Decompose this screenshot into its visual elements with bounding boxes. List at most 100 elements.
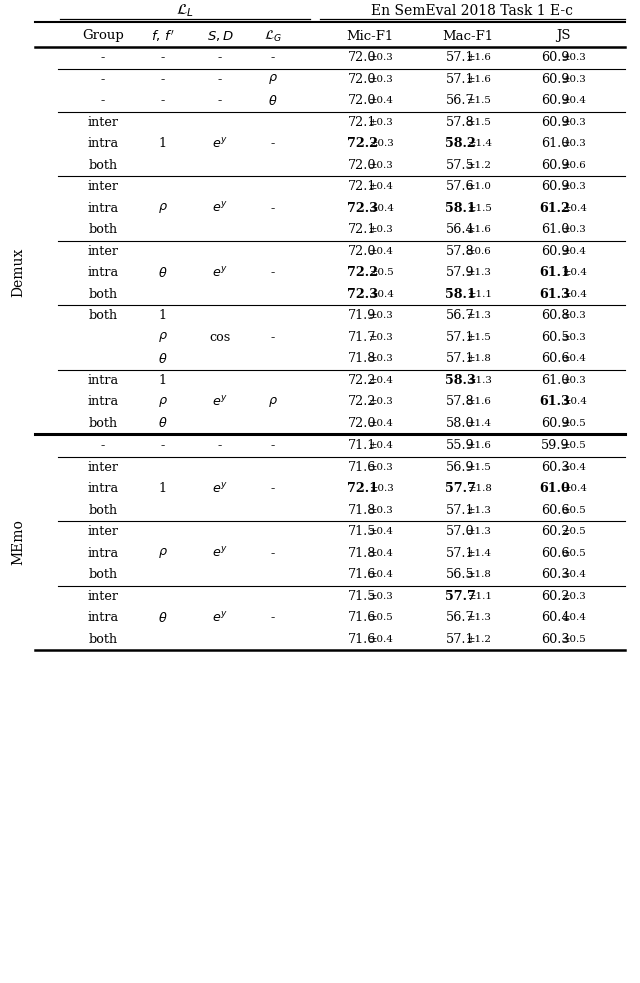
Text: ±1.3: ±1.3 [467,527,492,537]
Text: ±0.5: ±0.5 [562,505,586,515]
Text: ±0.3: ±0.3 [562,118,586,127]
Text: $\theta$: $\theta$ [158,416,168,431]
Text: ±0.4: ±0.4 [369,527,394,537]
Text: intra: intra [88,138,118,150]
Text: 71.6: 71.6 [348,461,376,474]
Text: En SemEval 2018 Task 1 E-c: En SemEval 2018 Task 1 E-c [371,4,573,18]
Text: ±1.6: ±1.6 [467,441,492,450]
Text: ±1.8: ±1.8 [468,485,492,493]
Text: 56.9: 56.9 [445,461,474,474]
Text: both: both [88,158,118,172]
Text: 57.1: 57.1 [445,330,474,344]
Text: intra: intra [88,483,118,495]
Text: -: - [218,51,222,64]
Text: $\theta$: $\theta$ [158,610,168,625]
Text: inter: inter [88,245,118,258]
Text: $e^y$: $e^y$ [212,547,228,560]
Text: 57.0: 57.0 [445,525,474,539]
Text: $\rho$: $\rho$ [158,547,168,560]
Text: inter: inter [88,116,118,129]
Text: 60.3: 60.3 [541,633,569,646]
Text: 58.0: 58.0 [445,417,474,430]
Text: 58.2: 58.2 [445,138,476,150]
Text: -: - [161,73,165,86]
Text: 57.8: 57.8 [445,116,474,129]
Text: Mac-F1: Mac-F1 [442,29,493,42]
Text: 71.8: 71.8 [348,547,376,559]
Text: 60.8: 60.8 [541,310,569,322]
Text: -: - [218,73,222,86]
Text: intra: intra [88,395,118,408]
Text: 60.6: 60.6 [541,547,569,559]
Text: 71.7: 71.7 [348,330,376,344]
Text: intra: intra [88,611,118,624]
Text: -: - [271,202,275,214]
Text: Demux: Demux [11,248,25,298]
Text: -: - [161,94,165,107]
Text: inter: inter [88,525,118,539]
Text: 72.1: 72.1 [348,116,376,129]
Text: intra: intra [88,202,118,214]
Text: ±0.3: ±0.3 [369,118,394,127]
Text: 57.1: 57.1 [445,51,474,64]
Text: 60.2: 60.2 [541,525,569,539]
Text: 72.0: 72.0 [348,245,376,258]
Text: 57.8: 57.8 [445,245,474,258]
Text: ±0.5: ±0.5 [562,527,586,537]
Text: both: both [88,288,118,301]
Text: 71.6: 71.6 [348,568,376,581]
Text: -: - [101,439,105,452]
Text: 60.9: 60.9 [541,73,569,86]
Text: $\rho$: $\rho$ [268,72,278,87]
Text: both: both [88,568,118,581]
Text: 61.3: 61.3 [540,395,570,408]
Text: 61.3: 61.3 [540,288,570,301]
Text: Mic-F1: Mic-F1 [346,29,394,42]
Text: ±0.3: ±0.3 [369,354,394,364]
Text: MEmo: MEmo [11,520,25,565]
Text: 57.9: 57.9 [445,266,474,279]
Text: ±0.3: ±0.3 [369,312,394,320]
Text: ±1.3: ±1.3 [467,505,492,515]
Text: 56.5: 56.5 [445,568,474,581]
Text: $\theta$: $\theta$ [158,352,168,366]
Text: ±0.5: ±0.5 [562,549,586,557]
Text: ±0.5: ±0.5 [562,419,586,428]
Text: ±0.3: ±0.3 [369,592,394,601]
Text: ±1.2: ±1.2 [467,161,492,170]
Text: $\rho$: $\rho$ [158,395,168,409]
Text: 57.6: 57.6 [445,180,474,194]
Text: ±0.3: ±0.3 [369,225,394,234]
Text: ±0.3: ±0.3 [369,161,394,170]
Text: ±1.4: ±1.4 [467,419,492,428]
Text: ±0.3: ±0.3 [562,140,586,148]
Text: ±0.3: ±0.3 [562,225,586,234]
Text: ±0.6: ±0.6 [562,161,586,170]
Text: ±0.3: ±0.3 [562,333,586,342]
Text: ±0.4: ±0.4 [563,485,588,493]
Text: $\mathcal{L}_L$: $\mathcal{L}_L$ [176,3,194,20]
Text: ±0.4: ±0.4 [369,96,394,105]
Text: $e^y$: $e^y$ [212,395,228,409]
Text: ±0.4: ±0.4 [369,290,394,299]
Text: 57.1: 57.1 [445,73,474,86]
Text: ±1.3: ±1.3 [467,312,492,320]
Text: 72.1: 72.1 [348,180,376,194]
Text: 61.2: 61.2 [540,202,570,214]
Text: ±0.4: ±0.4 [561,463,586,472]
Text: ±0.4: ±0.4 [561,570,586,579]
Text: ±1.3: ±1.3 [467,268,492,277]
Text: ±1.5: ±1.5 [468,203,492,212]
Text: 60.9: 60.9 [541,158,569,172]
Text: ±1.0: ±1.0 [467,182,492,192]
Text: -: - [101,73,105,86]
Text: 60.5: 60.5 [541,330,570,344]
Text: -: - [161,51,165,64]
Text: -: - [161,439,165,452]
Text: 72.2: 72.2 [346,138,378,150]
Text: -: - [271,138,275,150]
Text: ±0.3: ±0.3 [369,463,394,472]
Text: ±0.3: ±0.3 [369,397,394,406]
Text: 60.6: 60.6 [541,503,569,517]
Text: 71.5: 71.5 [348,590,376,603]
